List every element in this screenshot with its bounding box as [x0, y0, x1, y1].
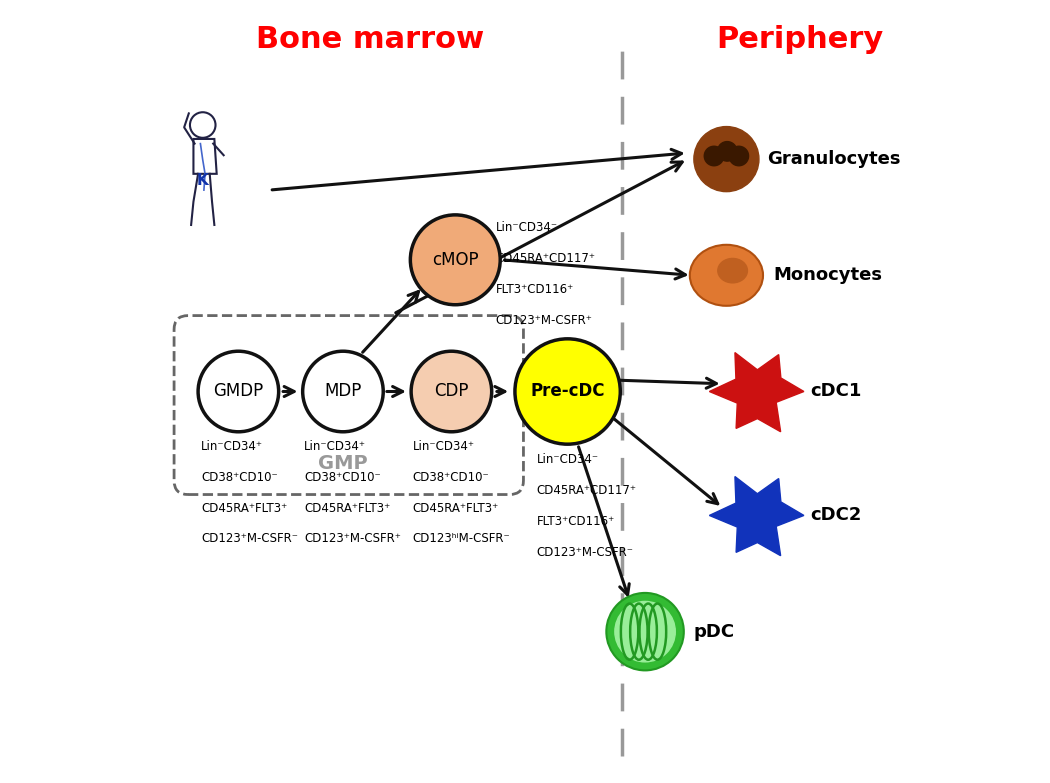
Circle shape: [717, 142, 737, 161]
Circle shape: [411, 215, 500, 305]
Circle shape: [606, 593, 684, 670]
Text: Granulocytes: Granulocytes: [768, 150, 901, 168]
Text: CD38⁺CD10⁻: CD38⁺CD10⁻: [304, 471, 381, 484]
Text: Bone marrow: Bone marrow: [256, 24, 484, 53]
Text: cDC1: cDC1: [811, 383, 861, 400]
Text: CD45RA⁺FLT3⁺: CD45RA⁺FLT3⁺: [202, 501, 288, 514]
Text: CD45RA⁺CD117⁺: CD45RA⁺CD117⁺: [496, 252, 595, 265]
Text: CDP: CDP: [434, 383, 468, 400]
Text: CD123⁺M-CSFR⁺: CD123⁺M-CSFR⁺: [496, 314, 592, 327]
Circle shape: [705, 146, 723, 166]
Text: Lin⁻CD34⁺: Lin⁻CD34⁺: [304, 439, 366, 453]
Circle shape: [514, 339, 621, 444]
Polygon shape: [710, 352, 804, 431]
Text: CD123⁺M-CSFR⁺: CD123⁺M-CSFR⁺: [304, 532, 401, 546]
Circle shape: [198, 352, 278, 431]
Text: cMOP: cMOP: [432, 251, 479, 269]
Circle shape: [412, 352, 491, 431]
Text: CD38⁺CD10⁻: CD38⁺CD10⁻: [413, 471, 489, 484]
Ellipse shape: [690, 245, 763, 306]
Circle shape: [729, 146, 749, 166]
Text: CD45RA⁺FLT3⁺: CD45RA⁺FLT3⁺: [413, 501, 499, 514]
Text: FLT3⁺CD116⁺: FLT3⁺CD116⁺: [496, 283, 573, 296]
Text: CD38⁺CD10⁻: CD38⁺CD10⁻: [202, 471, 278, 484]
Text: Lin⁻CD34⁺: Lin⁻CD34⁺: [413, 439, 475, 453]
Text: GMP: GMP: [317, 454, 367, 473]
Text: FLT3⁺CD116⁺: FLT3⁺CD116⁺: [537, 515, 615, 529]
Polygon shape: [710, 477, 804, 556]
Text: Monocytes: Monocytes: [773, 266, 882, 284]
Text: pDC: pDC: [693, 622, 734, 640]
Text: CD45RA⁺FLT3⁺: CD45RA⁺FLT3⁺: [304, 501, 391, 514]
Text: CD45RA⁺CD117⁺: CD45RA⁺CD117⁺: [537, 485, 636, 497]
Text: Lin⁻CD34⁻: Lin⁻CD34⁻: [537, 453, 598, 467]
Text: GMDP: GMDP: [213, 383, 264, 400]
Text: CD123ʰⁱM-CSFR⁻: CD123ʰⁱM-CSFR⁻: [413, 532, 510, 546]
Text: K: K: [197, 174, 209, 189]
Text: Pre-cDC: Pre-cDC: [530, 383, 605, 400]
Circle shape: [694, 127, 759, 192]
Text: Periphery: Periphery: [716, 24, 884, 53]
Text: MDP: MDP: [324, 383, 361, 400]
Ellipse shape: [718, 258, 748, 283]
Circle shape: [302, 352, 383, 431]
Text: CD123⁺M-CSFR⁻: CD123⁺M-CSFR⁻: [202, 532, 298, 546]
Text: Lin⁻CD34⁻: Lin⁻CD34⁻: [496, 221, 558, 234]
Text: Lin⁻CD34⁺: Lin⁻CD34⁺: [202, 439, 264, 453]
Text: CD123⁺M-CSFR⁻: CD123⁺M-CSFR⁻: [537, 547, 633, 559]
Circle shape: [615, 601, 675, 662]
Text: cDC2: cDC2: [811, 507, 861, 525]
